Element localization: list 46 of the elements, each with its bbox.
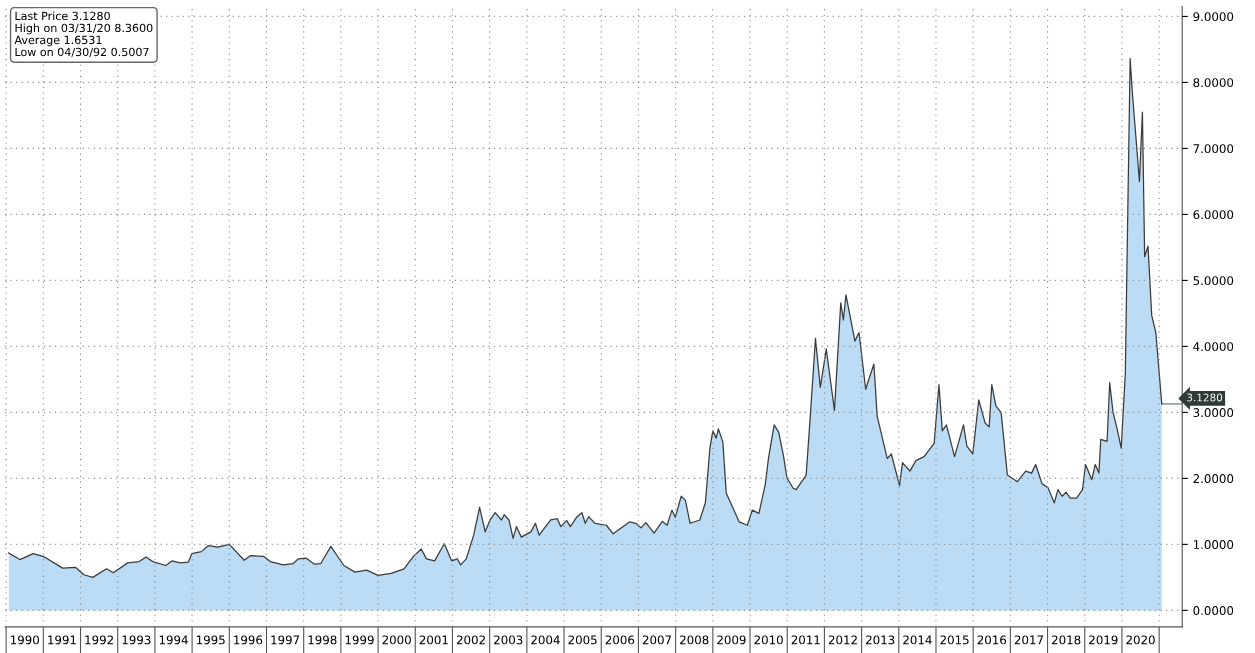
x-tick-label: 2005 xyxy=(568,635,597,645)
x-tick-label: 2001 xyxy=(419,635,448,645)
y-tick-label: 1.0000 xyxy=(1193,540,1234,550)
x-tick-label: 1990 xyxy=(11,635,39,645)
x-tick-label: 2010 xyxy=(754,635,783,645)
annotation: Low on 04/30/92 0.5007 xyxy=(15,47,149,58)
y-tick-label: 3.0000 xyxy=(1193,408,1234,418)
y-tick-label: 4.0000 xyxy=(1193,342,1234,352)
annotation: 3.1280 xyxy=(1187,393,1223,402)
x-tick-label: 1992 xyxy=(85,635,113,645)
x-tick-label: 2000 xyxy=(382,635,411,645)
x-tick-label: 1998 xyxy=(308,635,337,645)
x-tick-label: 2009 xyxy=(717,635,746,645)
x-tick-label: 2015 xyxy=(940,635,969,645)
x-tick-label: 1999 xyxy=(345,635,374,645)
x-tick-label: 2006 xyxy=(605,635,635,645)
annotation: Last Price 3.1280 xyxy=(15,11,110,21)
x-tick-label: 2013 xyxy=(866,635,895,645)
annotation: High on 03/31/20 8.3600 xyxy=(15,23,153,35)
y-tick-label: 7.0000 xyxy=(1193,144,1234,154)
x-tick-label: 2004 xyxy=(531,635,560,645)
x-tick-label: 2002 xyxy=(456,635,485,645)
x-tick-label: 1996 xyxy=(234,635,263,645)
x-tick-label: 1991 xyxy=(48,635,76,645)
x-tick-label: 2012 xyxy=(828,635,857,645)
x-tick-label: 2017 xyxy=(1014,635,1043,645)
y-tick-label: 8.0000 xyxy=(1193,78,1234,88)
x-tick-label: 2020 xyxy=(1126,635,1155,645)
x-tick-label: 2007 xyxy=(642,635,672,645)
x-tick-label: 2019 xyxy=(1089,635,1118,645)
x-tick-label: 1995 xyxy=(196,635,225,645)
y-tick-label: 6.0000 xyxy=(1193,210,1234,220)
y-tick-label: 9.0000 xyxy=(1193,12,1234,22)
x-tick-label: 2014 xyxy=(903,635,932,645)
x-tick-label: 1997 xyxy=(271,635,300,645)
annotation: Average 1.6531 xyxy=(14,35,102,47)
y-tick-label: 5.0000 xyxy=(1193,276,1234,286)
y-tick-label: 2.0000 xyxy=(1193,474,1234,484)
x-tick-label: 2018 xyxy=(1052,635,1081,645)
x-tick-label: 1994 xyxy=(159,635,188,645)
x-tick-label: 1993 xyxy=(122,635,151,645)
y-tick-label: 0.0000 xyxy=(1193,606,1234,616)
x-tick-label: 2016 xyxy=(977,635,1007,645)
x-tick-label: 2011 xyxy=(791,635,820,645)
x-tick-label: 2008 xyxy=(680,635,709,645)
x-tick-label: 2003 xyxy=(494,635,523,645)
